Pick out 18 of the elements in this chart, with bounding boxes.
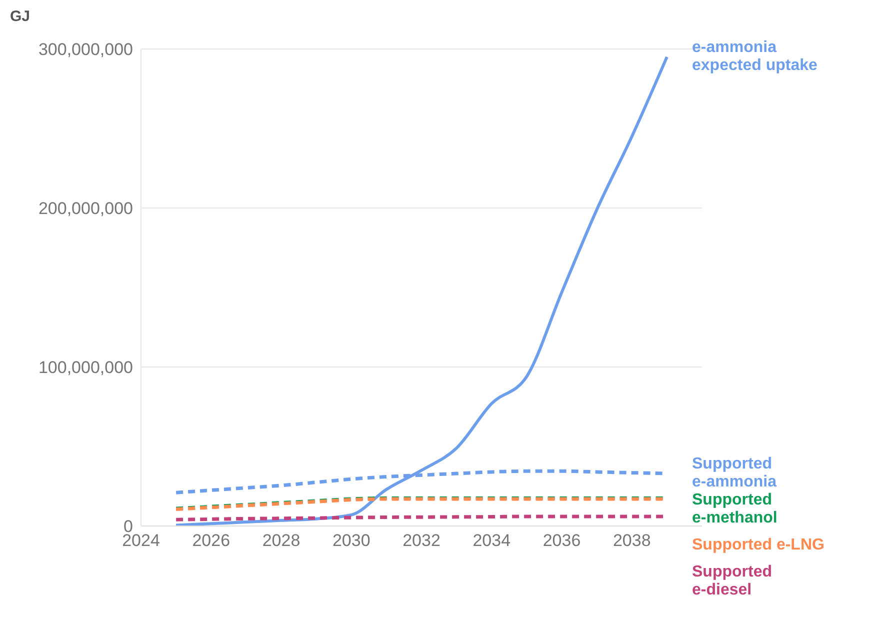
x-tick-label: 2032	[402, 531, 440, 550]
text: Supported e-LNG	[692, 536, 824, 554]
x-tick-label: 2024	[122, 531, 160, 550]
line-series	[174, 55, 668, 526]
series-label: Supported e-ammonia	[692, 456, 777, 491]
y-tick-label: 300,000,000	[38, 40, 133, 60]
x-tick-label: 2034	[472, 531, 511, 550]
y-tick-label: 200,000,000	[38, 199, 133, 218]
series-label: e-ammonia expected uptake	[692, 39, 818, 74]
y-axis-title: GJ	[10, 8, 30, 25]
y-tick-label: 100,000,000	[38, 358, 133, 378]
text: Supported e-diesel	[692, 564, 772, 599]
x-tick-label: 2036	[542, 531, 581, 550]
x-tick-label: 2028	[262, 531, 300, 550]
series-label: Supported e-methanol	[692, 492, 778, 527]
x-tick-label: 2038	[612, 531, 651, 550]
x-tick-label: 2026	[192, 531, 230, 550]
x-tick-label: 2030	[332, 531, 370, 550]
